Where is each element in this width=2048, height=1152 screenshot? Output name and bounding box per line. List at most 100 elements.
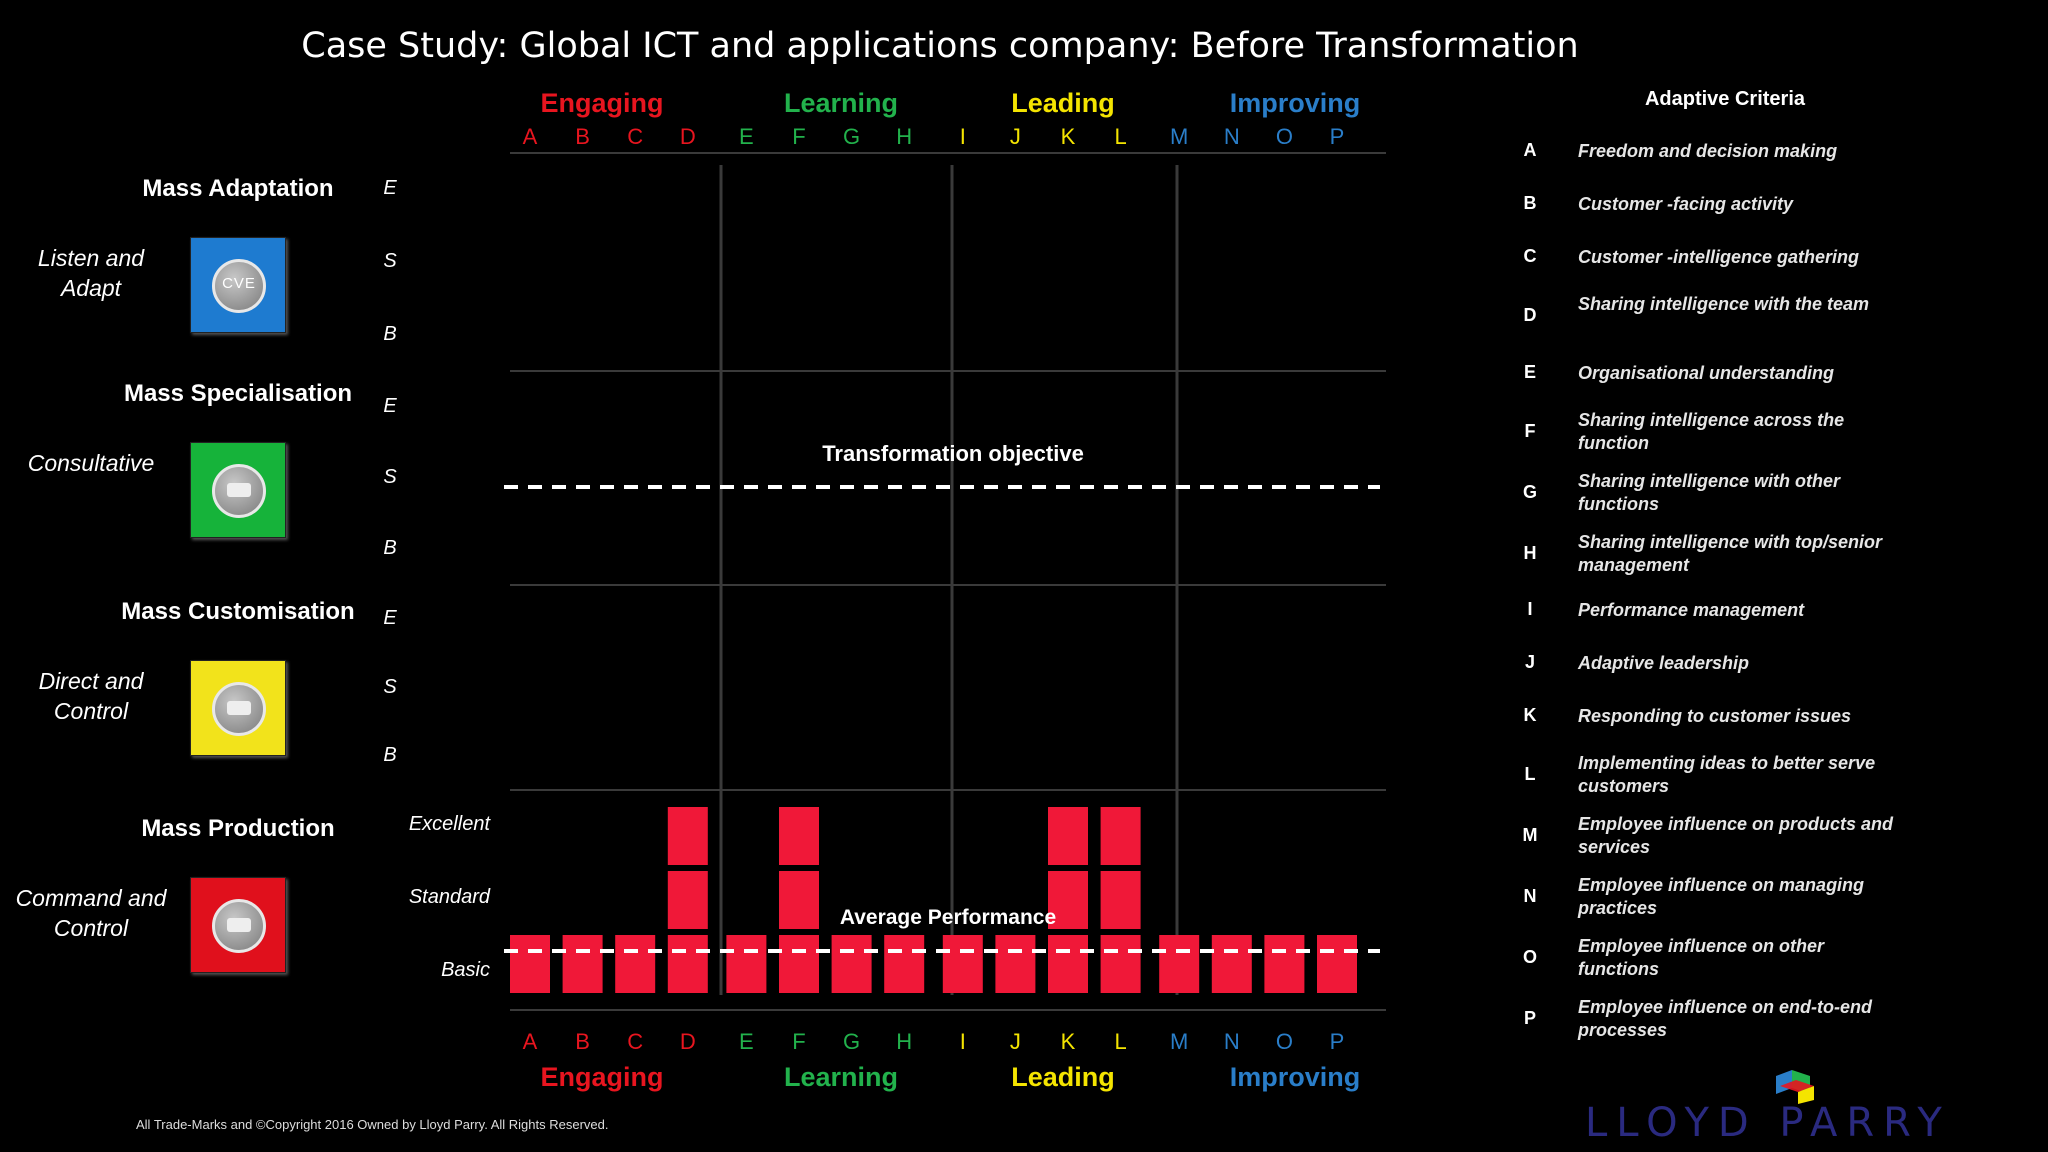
- icon-badge: [212, 682, 266, 736]
- line-label-objective: Transformation objective: [822, 441, 1084, 466]
- column-letter-top: F: [792, 124, 806, 149]
- bar-G-block: [831, 935, 872, 993]
- criteria-text: Employee influence on end-to-end process…: [1578, 997, 1873, 1040]
- criteria-text: Sharing intelligence across the function: [1578, 410, 1845, 453]
- criteria-text: Sharing intelligence with other function…: [1578, 471, 1841, 514]
- column-letter-top: E: [739, 124, 754, 149]
- column-letter-top: H: [896, 124, 913, 149]
- icon-glyph: [227, 918, 251, 932]
- criteria-text: Employee influence on managing practices: [1578, 875, 1865, 918]
- pizza-icon: [190, 660, 286, 756]
- criteria-letter: M: [1522, 825, 1538, 845]
- line-label-average: Average Performance: [840, 906, 1056, 929]
- group-label-top: Learning: [783, 88, 898, 118]
- level-title: Mass Customisation: [121, 598, 355, 625]
- criteria-header: Adaptive Criteria: [1644, 88, 1806, 110]
- bar-O-block: [1264, 935, 1305, 993]
- criteria-letter: J: [1524, 652, 1535, 672]
- chart: Transformation objective Average Performa…: [504, 152, 1386, 1011]
- bar-A-block: [510, 935, 550, 993]
- column-letter-top: D: [679, 124, 696, 149]
- y-level-label: E: [383, 177, 397, 200]
- bar-N-block: [1211, 935, 1252, 993]
- column-letter-top: J: [1009, 124, 1021, 149]
- criteria-text: Customer -facing activity: [1578, 194, 1794, 214]
- column-letter-bottom: D: [679, 1029, 696, 1054]
- consultant-icon: [190, 442, 286, 538]
- management-style-label: Consultative: [27, 450, 155, 476]
- column-letter-bottom: L: [1114, 1029, 1127, 1054]
- column-letter-bottom: G: [843, 1029, 861, 1054]
- bar-P-block: [1317, 935, 1357, 993]
- bar-F-block: [779, 807, 819, 865]
- bar-D-block: [667, 871, 708, 929]
- column-letter-top: B: [575, 124, 590, 149]
- bar-K-block: [1048, 935, 1088, 993]
- bus-icon: [190, 877, 286, 973]
- column-letter-top: A: [522, 124, 538, 149]
- criteria-letter: K: [1523, 705, 1537, 725]
- y-level-label: E: [383, 394, 397, 417]
- criteria-text: Employee influence on other functions: [1578, 936, 1825, 979]
- criteria-letter: L: [1524, 764, 1536, 784]
- column-letter-top: P: [1329, 124, 1345, 149]
- criteria-text: Adaptive leadership: [1578, 653, 1750, 673]
- criteria-letter: E: [1523, 362, 1536, 382]
- criteria-text: Performance management: [1578, 600, 1805, 620]
- criteria-letter: B: [1523, 193, 1537, 213]
- y-level-label: B: [383, 537, 397, 560]
- icon-text: CVE: [222, 275, 256, 292]
- y-level-label: S: [383, 675, 397, 698]
- y-level-label: B: [383, 743, 397, 766]
- level-title: Mass Production: [141, 815, 335, 842]
- column-letter-bottom: H: [896, 1029, 913, 1054]
- column-letter-top: M: [1170, 124, 1189, 149]
- bar-E-block: [726, 935, 767, 993]
- criteria-text: Freedom and decision making: [1578, 141, 1838, 161]
- y-level-label: S: [383, 466, 397, 488]
- icon-badge: CVE: [212, 259, 266, 313]
- column-letter-bottom: J: [1009, 1029, 1021, 1054]
- y-level-label: B: [383, 322, 397, 345]
- bar-J-block: [995, 935, 1036, 993]
- icon-badge: [212, 464, 266, 518]
- criteria-letter: P: [1523, 1008, 1536, 1028]
- group-label-bottom: Leading: [1011, 1062, 1115, 1092]
- level-title: Mass Adaptation: [142, 175, 334, 202]
- column-letter-bottom: M: [1170, 1029, 1189, 1054]
- criteria-letter: A: [1523, 140, 1537, 160]
- y-level-label: E: [383, 607, 397, 630]
- criteria-letter: C: [1523, 246, 1537, 266]
- bar-I-block: [942, 935, 983, 993]
- group-label-top: Leading: [1011, 88, 1115, 118]
- y-level-label: Excellent: [408, 812, 490, 835]
- column-letter-bottom: A: [522, 1029, 538, 1054]
- column-letter-bottom: C: [627, 1029, 644, 1054]
- management-style-label: Command and Control: [15, 885, 167, 941]
- logo-text: LLOYD PARRY: [1585, 1100, 1951, 1146]
- group-label-top: Engaging: [540, 88, 664, 118]
- group-label-bottom: Improving: [1229, 1062, 1361, 1092]
- column-letter-bottom: I: [959, 1029, 966, 1054]
- bar-L-block: [1100, 807, 1141, 865]
- y-level-label: Standard: [408, 886, 490, 908]
- criteria-letter: O: [1522, 947, 1537, 967]
- cve-icon: CVE: [190, 237, 286, 333]
- criteria-text: Responding to customer issues: [1578, 706, 1852, 726]
- group-label-top: Improving: [1229, 88, 1361, 118]
- column-letter-bottom: B: [575, 1029, 590, 1054]
- column-letter-bottom: K: [1060, 1029, 1076, 1054]
- criteria-text: Employee influence on products and servi…: [1578, 814, 1894, 857]
- copyright-footer: All Trade-Marks and ©Copyright 2016 Owne…: [136, 1117, 609, 1132]
- bar-M-block: [1159, 935, 1200, 993]
- criteria-text: Sharing intelligence with the team: [1578, 294, 1870, 314]
- group-label-bottom: Learning: [783, 1062, 898, 1092]
- y-level-label: S: [383, 250, 397, 272]
- icon-badge: [212, 899, 266, 953]
- column-letter-bottom: N: [1223, 1029, 1240, 1054]
- criteria-text: Customer -intelligence gathering: [1578, 247, 1860, 267]
- group-label-bottom: Engaging: [540, 1062, 664, 1092]
- bar-L-block: [1100, 871, 1141, 929]
- column-letter-top: C: [627, 124, 644, 149]
- level-title: Mass Specialisation: [123, 380, 353, 407]
